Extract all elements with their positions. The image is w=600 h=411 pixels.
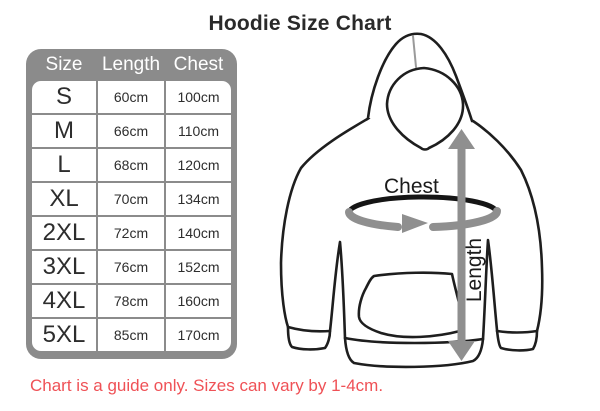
size-table-header-row: Size Length Chest (32, 49, 231, 81)
cell-length: 66cm (98, 115, 164, 147)
hem-seam (343, 336, 485, 345)
cell-length: 60cm (98, 81, 164, 113)
cell-chest: 120cm (166, 149, 231, 181)
chest-arrowhead-icon (402, 214, 428, 233)
disclaimer-note: Chart is a guide only. Sizes can vary by… (30, 376, 384, 395)
length-measure-arrow (448, 129, 475, 361)
cell-size: 3XL (32, 251, 96, 283)
cell-length: 78cm (98, 285, 164, 317)
page-title: Hoodie Size Chart (208, 12, 392, 35)
length-arrow-shaft (457, 146, 466, 342)
chest-ellipse-top-arc (346, 194, 500, 217)
cell-chest: 110cm (166, 115, 231, 147)
header-length: Length (101, 54, 161, 75)
chest-ellipse-bottom-right-arc (429, 207, 501, 231)
length-label: Length (463, 237, 486, 303)
right-cuff-seam (495, 329, 539, 334)
size-table: Size Length Chest S 60cm 100cm M 66cm 11… (26, 49, 237, 359)
cell-length: 72cm (98, 217, 164, 249)
chest-ellipse-bottom-left-arc (345, 208, 402, 231)
cell-length: 85cm (98, 319, 164, 351)
cell-length: 70cm (98, 183, 164, 215)
hood-seam-line (412, 35, 417, 68)
cell-size: 5XL (32, 319, 96, 351)
length-arrow-up-head-icon (448, 129, 475, 149)
chest-label: Chest (384, 175, 439, 198)
cell-size: M (32, 115, 96, 147)
cell-chest: 152cm (166, 251, 231, 283)
cell-size: 2XL (32, 217, 96, 249)
cell-size: 4XL (32, 285, 96, 317)
cell-size: XL (32, 183, 96, 215)
hood-face-opening (385, 66, 465, 151)
size-table-body: S 60cm 100cm M 66cm 110cm L 68cm 120cm X… (32, 81, 231, 351)
cell-size: S (32, 81, 96, 113)
cell-chest: 100cm (166, 81, 231, 113)
hoodie-pocket (357, 271, 465, 339)
header-chest: Chest (173, 54, 224, 75)
cell-chest: 170cm (166, 319, 231, 351)
cell-length: 68cm (98, 149, 164, 181)
cell-chest: 134cm (166, 183, 231, 215)
cell-size: L (32, 149, 96, 181)
left-cuff-seam (286, 325, 332, 333)
cell-length: 76cm (98, 251, 164, 283)
length-arrow-down-head-icon (448, 341, 475, 361)
cell-chest: 140cm (166, 217, 231, 249)
header-size: Size (45, 54, 83, 75)
chest-measure-arrow (345, 194, 501, 233)
cell-chest: 160cm (166, 285, 231, 317)
